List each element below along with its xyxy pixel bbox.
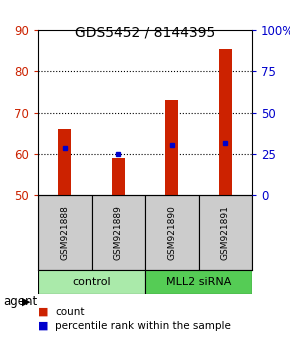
Text: ▶: ▶ [22, 297, 31, 307]
Bar [58, 129, 71, 195]
Text: GSM921889: GSM921889 [114, 205, 123, 260]
Text: count: count [55, 307, 85, 317]
Text: control: control [72, 277, 111, 287]
Text: GSM921891: GSM921891 [221, 205, 230, 260]
Text: MLL2 siRNA: MLL2 siRNA [166, 277, 231, 287]
Bar [165, 100, 178, 195]
Bar [38, 195, 92, 270]
Text: GSM921888: GSM921888 [60, 205, 69, 260]
Bar [92, 195, 145, 270]
Bar [145, 270, 252, 294]
Bar [38, 270, 145, 294]
Text: agent: agent [3, 296, 37, 308]
Text: percentile rank within the sample: percentile rank within the sample [55, 321, 231, 331]
Bar [198, 195, 252, 270]
Bar [219, 48, 232, 195]
Text: ■: ■ [38, 321, 48, 331]
Text: ■: ■ [38, 307, 48, 317]
Bar [112, 158, 125, 195]
Text: GDS5452 / 8144395: GDS5452 / 8144395 [75, 26, 215, 40]
Text: GSM921890: GSM921890 [167, 205, 176, 260]
Bar [145, 195, 198, 270]
